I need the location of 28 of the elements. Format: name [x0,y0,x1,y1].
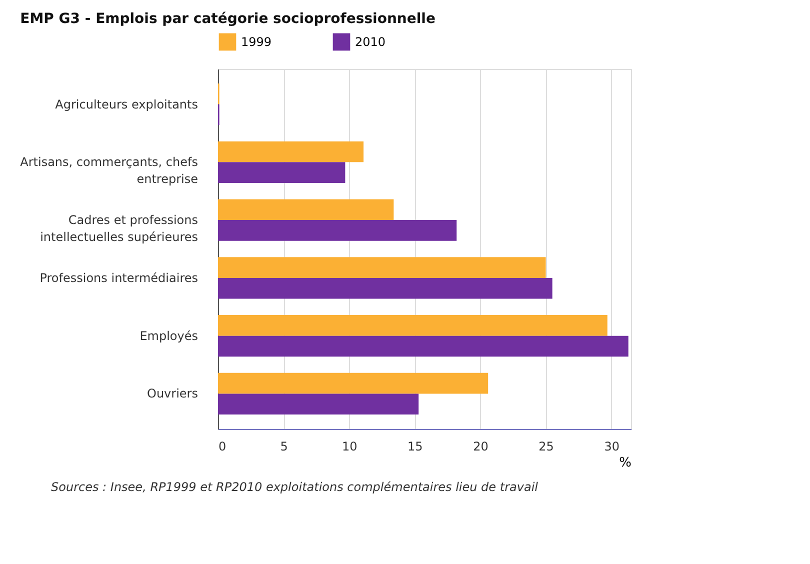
x-tick-label: 20 [473,440,488,454]
bar [218,162,346,184]
y-tick-label: Professions intermédiaires [40,270,198,285]
y-tick-label: Artisans, commerçants, chefs entreprise [20,155,198,186]
bar [218,199,394,220]
y-tick-label: Agriculteurs exploitants [55,97,198,112]
bar [218,314,608,336]
bar [218,278,552,299]
source-note: Sources : Insee, RP1999 et RP2010 exploitations complémentaires lieu de travail [51,480,539,494]
x-tick-label: 5 [280,440,288,454]
bar [218,372,488,394]
bar [218,257,546,278]
bar [218,336,628,357]
x-tick-label: 10 [342,440,358,454]
legend-label: 2010 [355,34,386,49]
x-tick-label: 30 [604,440,620,454]
legend-label: 1999 [241,34,272,49]
y-tick-label: Cadres et professions intellectuelles supérieures [40,213,198,244]
bar [218,394,419,415]
x-tick-label: 15 [408,440,423,454]
x-tick-label: 25 [538,440,554,454]
y-tick-label: Employés [140,328,198,343]
bar [218,220,457,241]
y-tick-label: Ouvriers [147,386,198,401]
chart-title: EMP G3 - Emplois par catégorie socioprofessionnelle [20,11,436,27]
bar [218,141,364,162]
x-axis-title: % [619,456,632,470]
x-tick-label: 0 [218,440,226,454]
